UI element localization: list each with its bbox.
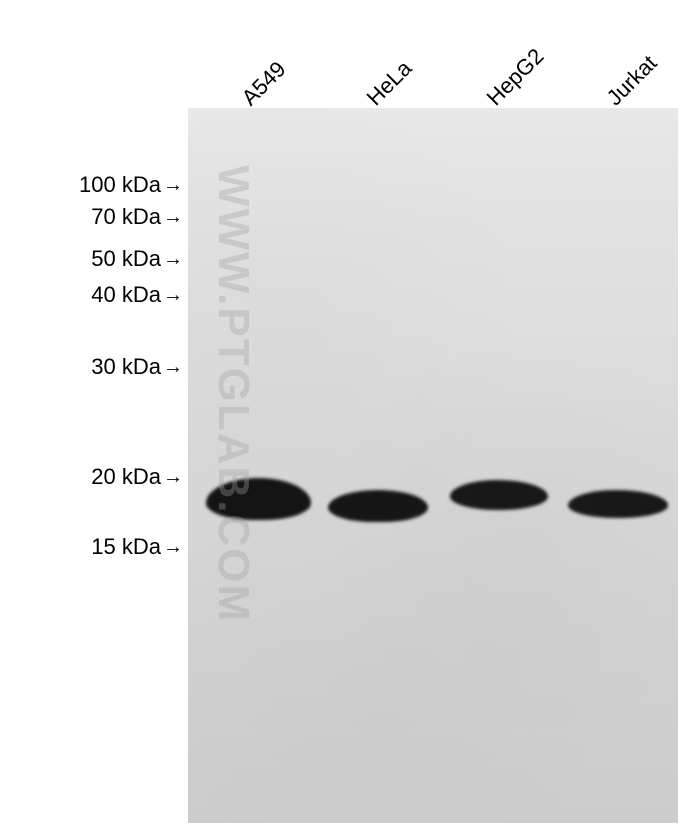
mw-marker-label: 50 kDa [91,246,161,272]
blot-background-noise [188,108,678,823]
mw-marker-100: 100 kDa→ [0,172,183,198]
mw-marker-15: 15 kDa→ [0,534,183,560]
mw-marker-label: 15 kDa [91,534,161,560]
mw-marker-20: 20 kDa→ [0,464,183,490]
mw-markers-group: 100 kDa→ 70 kDa→ 50 kDa→ 40 kDa→ 30 kDa→… [0,0,185,840]
arrow-icon: → [163,466,183,489]
lane-label-2: HeLa [362,55,418,111]
blot-membrane [188,108,678,823]
mw-marker-label: 100 kDa [79,172,161,198]
mw-marker-40: 40 kDa→ [0,282,183,308]
mw-marker-label: 70 kDa [91,204,161,230]
figure-container: A549 HeLa HepG2 Jurkat 100 kDa→ 70 kDa→ … [0,0,695,840]
lane-label-3: HepG2 [482,43,550,111]
mw-marker-70: 70 kDa→ [0,204,183,230]
arrow-icon: → [163,356,183,379]
mw-marker-label: 30 kDa [91,354,161,380]
lane-label-4: Jurkat [602,50,663,111]
lane-label-1: A549 [237,56,292,111]
mw-marker-50: 50 kDa→ [0,246,183,272]
mw-marker-30: 30 kDa→ [0,354,183,380]
arrow-icon: → [163,284,183,307]
arrow-icon: → [163,536,183,559]
band-lane3 [450,480,548,510]
mw-marker-label: 20 kDa [91,464,161,490]
mw-marker-label: 40 kDa [91,282,161,308]
band-lane4 [568,490,668,518]
band-lane2 [328,490,428,522]
arrow-icon: → [163,248,183,271]
band-lane1 [206,478,311,520]
arrow-icon: → [163,174,183,197]
arrow-icon: → [163,206,183,229]
